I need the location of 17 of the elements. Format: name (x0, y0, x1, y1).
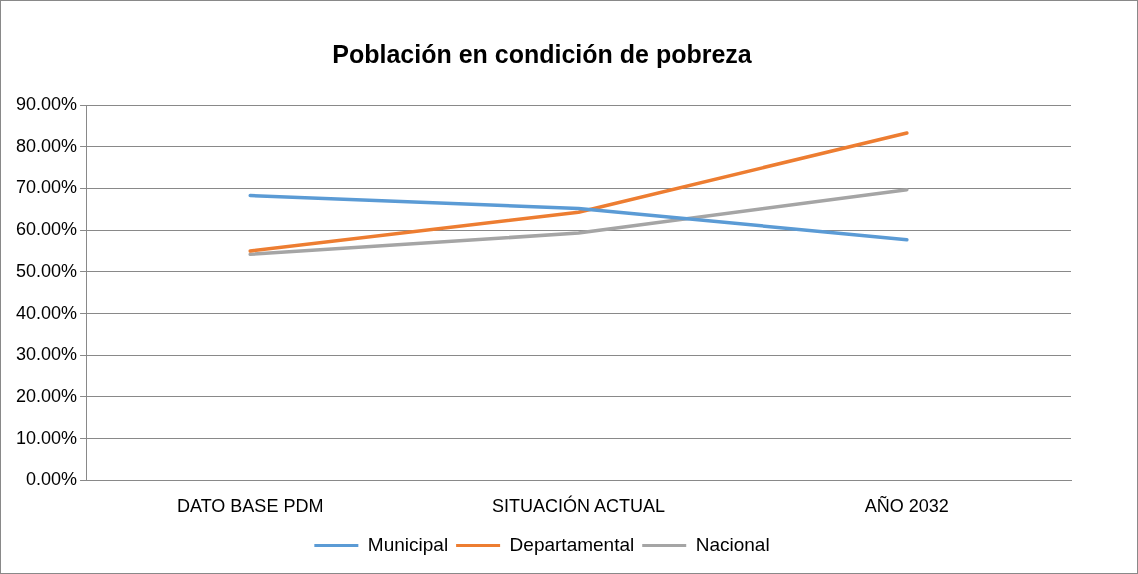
y-tick-label: 90.00% (15, 93, 78, 114)
y-tick-label: 20.00% (15, 385, 78, 406)
y-tick-label: 30.00% (15, 344, 78, 365)
y-tick-label: 80.00% (15, 135, 78, 156)
y-tick-label: 60.00% (15, 219, 78, 240)
y-tick-label: 0.00% (26, 469, 78, 490)
x-tick-label: SITUACIÓN ACTUAL (492, 495, 666, 517)
chart-title: Población en condición de pobreza (332, 39, 753, 68)
y-tick-label: 10.00% (15, 427, 78, 448)
legend-label: Departamental (509, 533, 635, 555)
y-tick-label: 40.00% (15, 302, 78, 323)
legend-label: Municipal (367, 533, 449, 555)
x-tick-label: AÑO 2032 (864, 495, 949, 517)
x-tick-label: DATO BASE PDM (177, 496, 324, 517)
legend-label: Nacional (695, 533, 770, 555)
y-tick-label: 50.00% (15, 260, 78, 281)
y-tick-label: 70.00% (15, 177, 78, 198)
